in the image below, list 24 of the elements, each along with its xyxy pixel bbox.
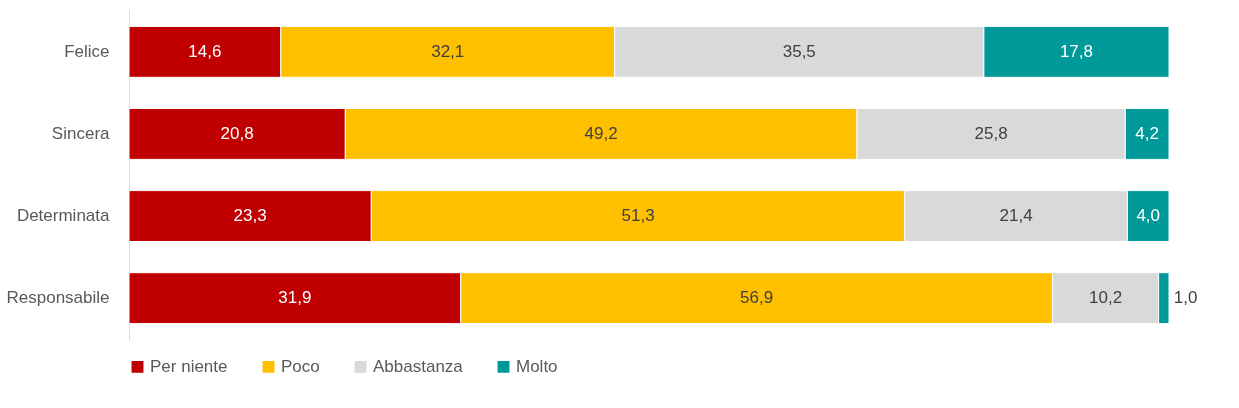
data-label: 4,2 <box>1135 123 1159 143</box>
y-tick-label: Responsabile <box>6 288 110 308</box>
data-label: 4,0 <box>1136 206 1161 226</box>
y-tick-label: Determinata <box>16 206 111 226</box>
legend-label: Poco <box>281 356 320 376</box>
data-label: 35,5 <box>782 41 816 61</box>
data-label: 17,8 <box>1059 41 1093 61</box>
legend-label: Per niente <box>150 356 228 376</box>
data-label: 25,8 <box>974 123 1008 143</box>
data-label: 49,2 <box>584 123 618 143</box>
data-label: 1,0 <box>1173 288 1198 308</box>
data-label: 56,9 <box>740 288 774 308</box>
data-label: 31,9 <box>278 288 312 308</box>
data-label: 51,3 <box>621 206 655 226</box>
data-label: 10,2 <box>1089 288 1123 308</box>
data-label: 20,8 <box>220 123 254 143</box>
data-label: 21,4 <box>999 206 1033 226</box>
legend-label: Abbastanza <box>373 356 464 376</box>
legend-label: Molto <box>516 356 558 376</box>
data-label: 14,6 <box>188 41 222 61</box>
data-label: 23,3 <box>233 206 267 226</box>
y-tick-label: Sincera <box>51 123 111 143</box>
y-tick-label: Felice <box>64 41 110 61</box>
data-label: 32,1 <box>431 41 465 61</box>
